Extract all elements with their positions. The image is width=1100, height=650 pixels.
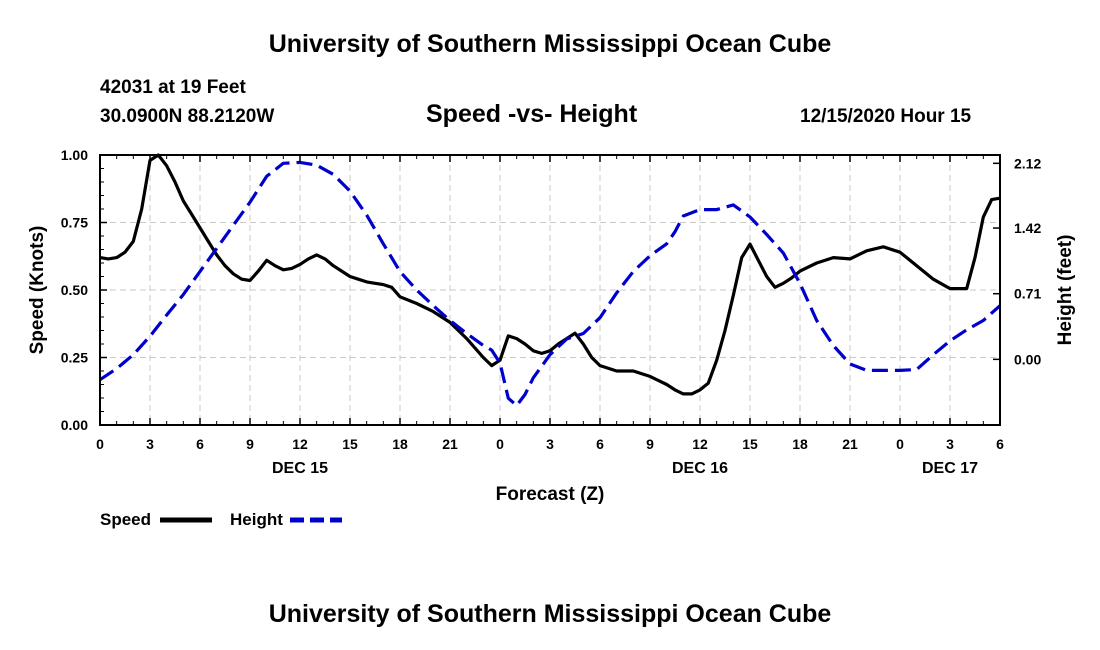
y2-axis-title: Height (feet): [1055, 235, 1076, 346]
day-label: DEC 16: [672, 460, 728, 477]
x-tick-label: 12: [692, 436, 708, 452]
y-tick-label: 0.50: [61, 282, 88, 298]
x-tick-label: 3: [546, 436, 554, 452]
y2-tick-label: 1.42: [1014, 220, 1041, 236]
x-tick-label: 15: [342, 436, 358, 452]
y2-tick-label: 0.71: [1014, 286, 1041, 302]
day-label: DEC 15: [272, 460, 328, 477]
x-tick-label: 6: [596, 436, 604, 452]
x-tick-label: 3: [946, 436, 954, 452]
chart-subtitle: Speed -vs- Height: [426, 100, 638, 128]
y-tick-label: 1.00: [61, 147, 88, 163]
y-tick-label: 0.00: [61, 417, 88, 433]
y2-tick-label: 2.12: [1014, 155, 1041, 171]
series-line-speed: [99, 153, 1001, 396]
x-tick-label: 9: [646, 436, 654, 452]
x-tick-label: 12: [292, 436, 308, 452]
x-tick-label: 0: [896, 436, 904, 452]
x-tick-label: 0: [96, 436, 104, 452]
legend: Speed Height: [100, 510, 342, 529]
series-layer: [99, 153, 1002, 408]
x-tick-label: 3: [146, 436, 154, 452]
station-label: 42031 at 19 Feet: [100, 77, 246, 98]
x-tick-label: 21: [442, 436, 458, 452]
forecast-datetime: 12/15/2020 Hour 15: [800, 106, 972, 127]
y-tick-label: 0.25: [61, 350, 88, 366]
footer-title: University of Southern Mississippi Ocean…: [268, 600, 832, 628]
coordinates-label: 30.0900N 88.2120W: [100, 106, 275, 127]
x-tick-label: 18: [792, 436, 808, 452]
y2-tick-label: 0.00: [1014, 351, 1041, 367]
series-line-height: [99, 160, 1002, 408]
page-title: University of Southern Mississippi Ocean…: [268, 30, 832, 58]
x-tick-label: 15: [742, 436, 758, 452]
y-tick-label: 0.75: [61, 215, 88, 231]
legend-height-label: Height: [230, 510, 283, 529]
x-axis-title: Forecast (Z): [496, 484, 605, 505]
grid: [100, 155, 1000, 425]
x-tick-label: 6: [996, 436, 1004, 452]
legend-speed-label: Speed: [100, 510, 151, 529]
x-tick-label: 18: [392, 436, 408, 452]
x-tick-label: 6: [196, 436, 204, 452]
x-tick-label: 0: [496, 436, 504, 452]
tick-labels: 0 3 6 9 12 15 18 21 0 3 6 9 12 15 18 21 0 3 6 DEC 15 DEC 16 D…: [61, 147, 1042, 477]
x-tick-label: 21: [842, 436, 858, 452]
x-tick-label: 9: [246, 436, 254, 452]
day-label: DEC 17: [922, 460, 978, 477]
ticks: [99, 154, 1001, 426]
y-axis-title: Speed (Knots): [27, 226, 48, 355]
